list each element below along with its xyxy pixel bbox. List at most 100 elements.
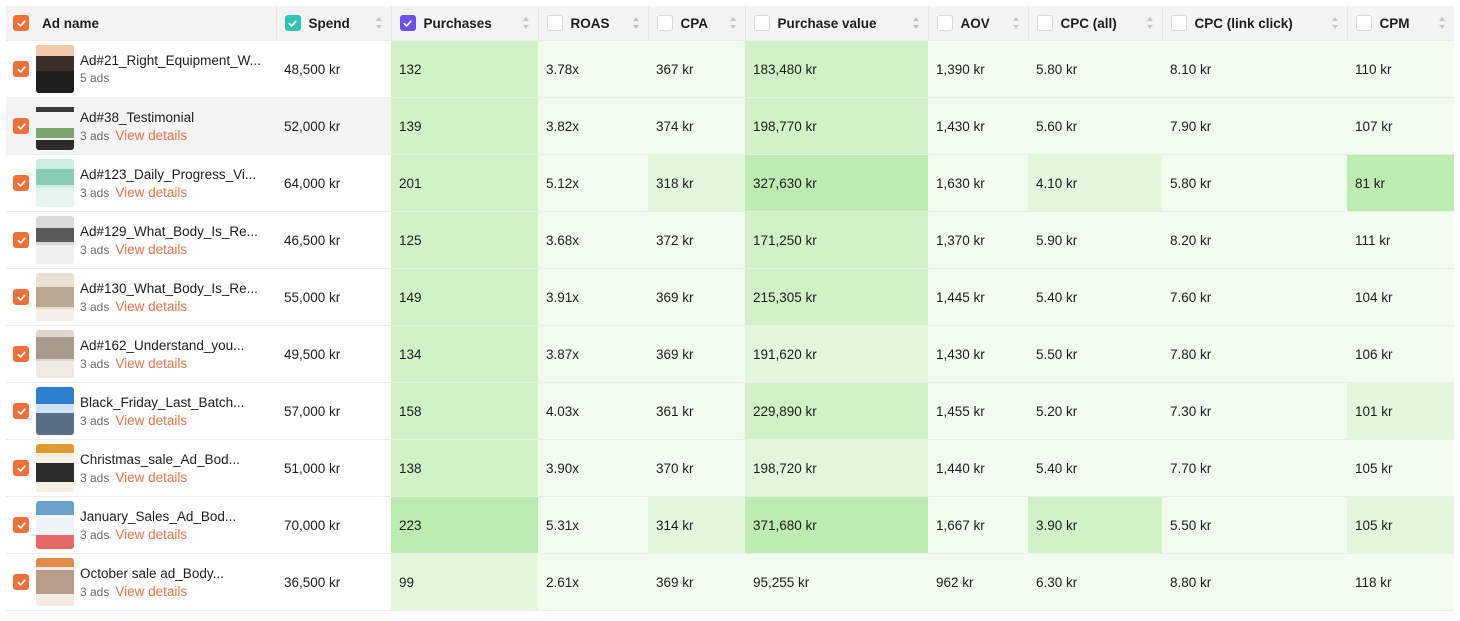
purchases-cell: 138 xyxy=(391,439,538,497)
row-select-checkbox[interactable] xyxy=(13,232,29,248)
column-toggle-checkbox[interactable] xyxy=(656,15,673,31)
purchases-cell: 139 xyxy=(391,97,538,155)
table-row[interactable]: Ad#38_Testimonial 3 ads View details 52,000… xyxy=(6,97,1454,155)
ad-name[interactable]: Ad#38_Testimonial xyxy=(80,109,195,125)
column-toggle-checkbox[interactable] xyxy=(1036,15,1053,31)
row-select-checkbox[interactable] xyxy=(13,61,29,77)
cpc-link-click-cell: 8.20 kr xyxy=(1162,211,1347,269)
column-header-ad-name[interactable]: Ad name xyxy=(36,6,277,41)
column-toggle-checkbox[interactable] xyxy=(284,15,301,31)
row-select-checkbox[interactable] xyxy=(13,175,29,191)
table-row[interactable]: Ad#129_What_Body_Is_Re... 3 ads View detai… xyxy=(6,211,1454,269)
ad-count: 3 ads xyxy=(80,299,110,314)
row-select-checkbox[interactable] xyxy=(13,574,29,590)
ad-thumbnail[interactable] xyxy=(36,216,74,264)
ad-name[interactable]: Ad#162_Understand_you... xyxy=(80,337,245,353)
sort-icon[interactable] xyxy=(632,16,640,30)
cpm-cell: 111 kr xyxy=(1347,211,1454,269)
sort-icon[interactable] xyxy=(1331,16,1339,30)
ad-name[interactable]: Ad#21_Right_Equipment_W... xyxy=(80,53,261,68)
sort-icon[interactable] xyxy=(522,16,530,30)
sort-icon[interactable] xyxy=(729,16,737,30)
ad-name[interactable]: Ad#130_What_Body_Is_Re... xyxy=(80,280,258,296)
ad-name[interactable]: Ad#129_What_Body_Is_Re... xyxy=(80,223,258,239)
check-icon xyxy=(288,19,297,27)
ad-thumbnail[interactable] xyxy=(36,330,74,378)
ad-thumbnail[interactable] xyxy=(36,387,74,435)
ad-name[interactable]: Christmas_sale_Ad_Bod... xyxy=(80,451,240,467)
column-header-roas[interactable]: ROAS xyxy=(538,6,649,41)
cpc-all-cell: 5.90 kr xyxy=(1028,211,1162,269)
column-header-aov[interactable]: AOV xyxy=(928,6,1029,41)
cpm-cell: 101 kr xyxy=(1347,382,1454,440)
ad-count: 3 ads xyxy=(80,185,110,200)
table-row[interactable]: January_Sales_Ad_Bod... 3 ads View details… xyxy=(6,496,1454,554)
table-row[interactable]: October sale ad_Body... 3 ads View details… xyxy=(6,553,1454,611)
column-toggle-checkbox[interactable] xyxy=(936,15,953,31)
aov-cell: 1,455 kr xyxy=(928,382,1028,440)
table-row[interactable]: Ad#162_Understand_you... 3 ads View detail… xyxy=(6,325,1454,383)
view-details-link[interactable]: View details xyxy=(115,241,188,257)
select-all-checkbox[interactable] xyxy=(13,15,29,31)
column-header-spend[interactable]: Spend xyxy=(276,6,392,41)
sort-icon[interactable] xyxy=(1438,16,1446,30)
column-toggle-checkbox[interactable] xyxy=(1170,15,1187,31)
column-header-cpc-link-click[interactable]: CPC (link click) xyxy=(1162,6,1348,41)
row-select-checkbox[interactable] xyxy=(13,289,29,305)
table-row[interactable]: Christmas_sale_Ad_Bod... 3 ads View detail… xyxy=(6,439,1454,497)
cpa-cell: 314 kr xyxy=(648,496,745,554)
column-toggle-checkbox[interactable] xyxy=(399,15,416,31)
ad-thumbnail[interactable] xyxy=(36,159,74,207)
ad-thumbnail[interactable] xyxy=(36,444,74,492)
ad-thumbnail[interactable] xyxy=(36,102,74,150)
column-toggle-checkbox[interactable] xyxy=(546,15,563,31)
view-details-link[interactable]: View details xyxy=(115,127,188,143)
column-header-purchases[interactable]: Purchases xyxy=(391,6,539,41)
table-row[interactable]: Ad#130_What_Body_Is_Re... 3 ads View detai… xyxy=(6,268,1454,326)
table-row[interactable]: Black_Friday_Last_Batch... 3 ads View deta… xyxy=(6,382,1454,440)
column-label: Purchases xyxy=(423,15,492,31)
ad-thumbnail[interactable] xyxy=(36,501,74,549)
cpa-cell: 369 kr xyxy=(648,553,745,611)
column-toggle-checkbox[interactable] xyxy=(753,15,770,31)
ad-thumbnail[interactable] xyxy=(36,558,74,606)
column-toggle-checkbox[interactable] xyxy=(1355,15,1372,31)
view-details-link[interactable]: View details xyxy=(115,469,188,485)
ad-name[interactable]: January_Sales_Ad_Bod... xyxy=(80,508,237,524)
purchase-value-cell: 229,890 kr xyxy=(745,382,928,440)
row-select-cell xyxy=(6,439,36,497)
row-select-checkbox[interactable] xyxy=(13,403,29,419)
view-details-link[interactable]: View details xyxy=(115,184,188,200)
ad-subtitle: 5 ads xyxy=(80,71,261,85)
column-header-cpa[interactable]: CPA xyxy=(648,6,746,41)
table-row[interactable]: Ad#21_Right_Equipment_W... 5 ads 48,500 kr… xyxy=(6,40,1454,98)
row-select-checkbox[interactable] xyxy=(13,517,29,533)
ad-name[interactable]: Ad#123_Daily_Progress_Vi... xyxy=(80,166,257,182)
row-select-checkbox[interactable] xyxy=(13,346,29,362)
ads-table-container: Ad name Spend Purchases ROAS CPA Purchase val… xyxy=(6,6,1454,611)
view-details-link[interactable]: View details xyxy=(115,583,188,599)
purchases-cell: 201 xyxy=(391,154,538,212)
aov-cell: 962 kr xyxy=(928,553,1028,611)
spend-cell: 46,500 kr xyxy=(276,211,391,269)
ad-name[interactable]: October sale ad_Body... xyxy=(80,565,224,581)
view-details-link[interactable]: View details xyxy=(115,298,188,314)
view-details-link[interactable]: View details xyxy=(115,355,188,371)
cpc-link-click-cell: 7.70 kr xyxy=(1162,439,1347,497)
sort-icon[interactable] xyxy=(1012,16,1020,30)
row-select-checkbox[interactable] xyxy=(13,460,29,476)
sort-icon[interactable] xyxy=(912,16,920,30)
check-icon xyxy=(16,293,26,301)
view-details-link[interactable]: View details xyxy=(115,526,188,542)
ad-name[interactable]: Black_Friday_Last_Batch... xyxy=(80,394,245,410)
view-details-link[interactable]: View details xyxy=(115,412,188,428)
ad-thumbnail[interactable] xyxy=(36,273,74,321)
ad-thumbnail[interactable] xyxy=(36,45,74,93)
sort-icon[interactable] xyxy=(1146,16,1154,30)
column-header-purchase-value[interactable]: Purchase value xyxy=(745,6,929,41)
sort-icon[interactable] xyxy=(375,16,383,30)
row-select-checkbox[interactable] xyxy=(13,118,29,134)
column-header-cpc-all[interactable]: CPC (all) xyxy=(1028,6,1163,41)
column-header-cpm[interactable]: CPM xyxy=(1347,6,1454,41)
table-row[interactable]: Ad#123_Daily_Progress_Vi... 3 ads View det… xyxy=(6,154,1454,212)
